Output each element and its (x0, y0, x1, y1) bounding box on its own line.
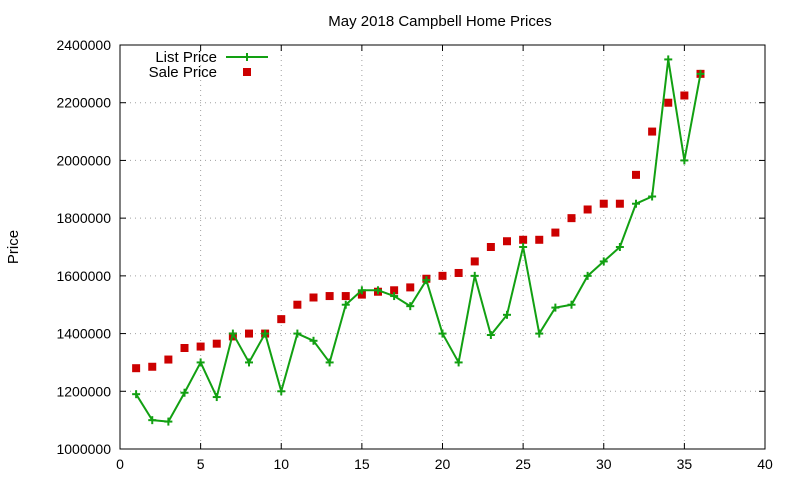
list-price-point (261, 329, 270, 338)
sale-price-point (212, 339, 221, 348)
sale-price-point (325, 292, 334, 301)
list-price-point (374, 286, 382, 295)
list-price-point (680, 156, 689, 165)
sale-price-point (632, 170, 640, 179)
y-tick-label: 1800000 (56, 210, 111, 226)
x-tick-label: 25 (515, 456, 531, 472)
list-price-point (196, 358, 205, 367)
sale-price-point (438, 271, 447, 280)
sale-price-point (309, 293, 318, 302)
list-price-point (632, 199, 640, 208)
sale-price-point (196, 342, 205, 351)
list-price-point (486, 331, 495, 340)
list-price-point (390, 292, 399, 301)
list-price-point (212, 393, 221, 402)
sale-price-point (551, 228, 560, 237)
sale-price-point (486, 243, 495, 251)
sale-price-point (293, 300, 302, 309)
list-price-point (132, 390, 141, 399)
x-tick-label: 0 (116, 456, 124, 472)
list-price-point (245, 358, 253, 367)
sale-price-point (599, 199, 608, 208)
x-tick-label: 5 (197, 456, 205, 472)
list-price-point (180, 388, 189, 397)
list-price-point (503, 310, 511, 319)
y-tick-label: 2400000 (56, 37, 111, 53)
list-price-point (615, 243, 624, 251)
legend-marker-sale-price (243, 68, 251, 76)
list-price-point (148, 416, 157, 425)
tick-labels: 1000000 1200000 1400000 1600000 1800000 20000… (56, 37, 773, 472)
y-tick-label: 1200000 (56, 383, 111, 399)
list-price-point (551, 303, 560, 312)
list-price-point (664, 55, 673, 64)
list-price-point (164, 417, 173, 426)
sale-price-point (148, 362, 157, 371)
list-price-point (293, 329, 302, 338)
legend-label-list-price: List Price (155, 49, 217, 66)
x-tick-label: 30 (596, 456, 612, 472)
y-tick-label: 1400000 (56, 326, 111, 342)
sale-price-point (535, 235, 544, 244)
x-tick-label: 15 (354, 456, 370, 472)
sale-price-point (390, 286, 399, 295)
x-tick-label: 20 (435, 456, 451, 472)
plot-area (132, 55, 705, 426)
sale-price-point (180, 344, 189, 352)
sale-price-point (680, 91, 689, 100)
x-tick-label: 40 (757, 456, 773, 472)
sale-price-point (357, 290, 366, 299)
list-price-point (406, 302, 415, 311)
sale-price-point (567, 214, 576, 223)
sale-price-point (132, 364, 141, 373)
list-price-point (583, 271, 592, 280)
list-price-point (325, 358, 334, 367)
list-price-line (135, 58, 702, 423)
sale-price-point (341, 292, 350, 301)
list-price-point (519, 243, 528, 251)
axes (119, 44, 766, 450)
y-axis-label: Price (5, 230, 22, 264)
list-price-point (648, 192, 657, 201)
sale-price-point (277, 315, 286, 324)
sale-price-point (503, 237, 511, 246)
list-price-point (277, 387, 286, 396)
y-tick-label: 1000000 (56, 441, 111, 457)
list-price-point (454, 358, 463, 367)
sale-price-point (406, 283, 415, 292)
legend-label-sale-price: Sale Price (149, 64, 217, 81)
sale-price-point (245, 329, 253, 338)
y-tick-label: 2000000 (56, 152, 111, 168)
sale-price-point (664, 98, 673, 107)
list-price-point (422, 276, 431, 285)
list-price-point (228, 329, 237, 338)
list-price-point (341, 300, 350, 309)
sale-price-point (583, 205, 592, 214)
sale-price-point (615, 199, 624, 208)
list-price-point (309, 336, 318, 345)
sale-price-point (454, 268, 463, 277)
sale-price-point (164, 355, 173, 364)
y-tick-label: 1600000 (56, 268, 111, 284)
list-price-point (696, 69, 705, 78)
x-tick-label: 35 (677, 456, 693, 472)
sale-price-point (470, 257, 479, 266)
y-tick-label: 2200000 (56, 95, 111, 111)
list-price-point (599, 257, 608, 266)
list-price-point (438, 329, 447, 338)
x-tick-label: 10 (273, 456, 289, 472)
sale-price-point (519, 235, 528, 244)
list-price-point (470, 271, 479, 280)
sale-price-point (648, 127, 657, 136)
chart-title: May 2018 Campbell Home Prices (328, 13, 551, 30)
list-price-point (535, 329, 544, 338)
list-price-point (357, 286, 366, 295)
list-price-point (567, 300, 576, 309)
